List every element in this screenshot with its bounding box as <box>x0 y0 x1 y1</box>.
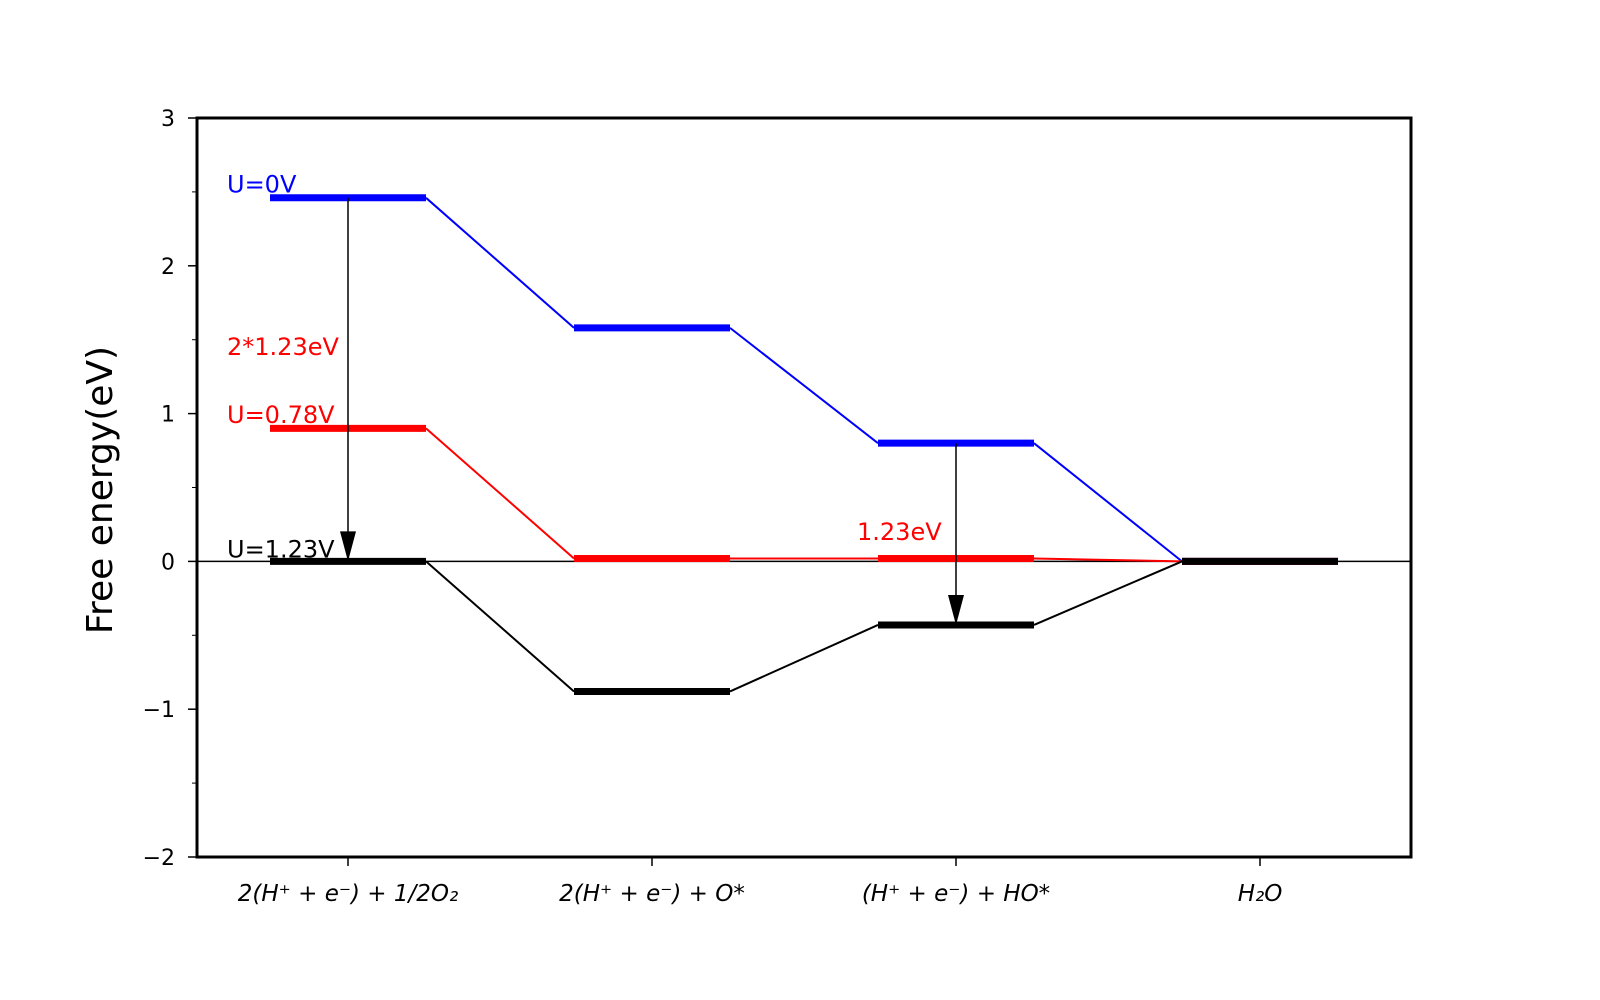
x-tick-label: 2(H⁺ + e⁻) + 1/2O₂ <box>238 881 458 907</box>
arrow-head <box>340 531 356 562</box>
y-tick-label: −2 <box>143 846 175 871</box>
y-tick-label: 2 <box>161 255 175 280</box>
connector-line <box>729 624 879 693</box>
y-axis: −2 −1 0 1 2 3 <box>143 107 197 871</box>
x-axis: 2(H⁺ + e⁻) + 1/2O₂ 2(H⁺ + e⁻) + O* (H⁺ + e… <box>238 857 1283 907</box>
annotations: U=0V 2*1.23eV U=0.78V U=1.23V 1.23eV <box>227 171 964 625</box>
connector-line <box>425 197 575 329</box>
arrow-head <box>948 594 964 625</box>
y-tick-label: −1 <box>143 698 175 723</box>
connector-line <box>1033 557 1183 563</box>
x-tick-label: H₂O <box>1238 881 1283 907</box>
x-tick-label: (H⁺ + e⁻) + HO* <box>862 881 1050 907</box>
connector-line <box>1033 442 1183 563</box>
x-tick-label: 2(H⁺ + e⁻) + O* <box>559 881 745 907</box>
y-tick-label: 3 <box>161 107 175 132</box>
plot-area <box>195 116 1413 859</box>
connector-line <box>729 327 879 444</box>
connector-line <box>425 560 575 693</box>
annotation-label: 2*1.23eV <box>227 333 339 361</box>
connector-line <box>1033 560 1183 626</box>
plot-frame <box>195 116 1413 859</box>
connector-line <box>425 427 575 560</box>
y-tick-label: 0 <box>161 550 175 575</box>
y-axis-label: Free energy(eV) <box>80 346 121 634</box>
annotation-label: U=1.23V <box>227 536 335 564</box>
annotation-label: U=0V <box>227 171 297 199</box>
y-tick-label: 1 <box>161 403 175 428</box>
annotation-label: U=0.78V <box>227 401 335 429</box>
annotation-label: 1.23eV <box>857 518 942 546</box>
